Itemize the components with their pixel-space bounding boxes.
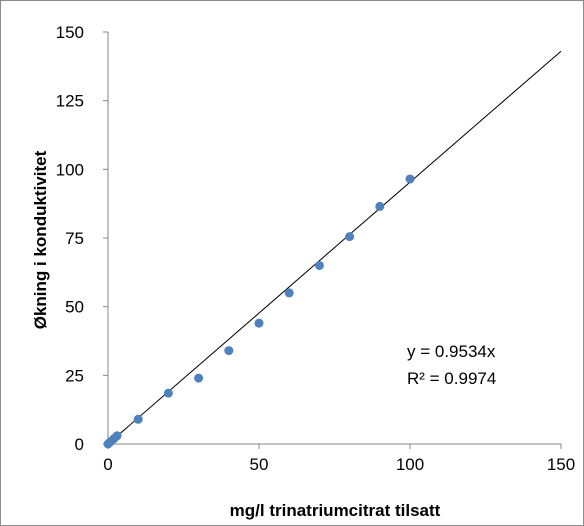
y-tick-label: 100: [56, 160, 84, 179]
data-point: [224, 346, 234, 356]
data-point: [163, 388, 173, 398]
r-squared-label: R² = 0.9974: [407, 369, 496, 388]
data-point: [112, 431, 122, 441]
axes: [103, 31, 562, 449]
equation-label: y = 0.9534x: [407, 342, 496, 361]
data-points: [103, 174, 415, 449]
x-axis-title: mg/l trinatriumcitrat tilsatt: [230, 501, 441, 520]
y-tick-label: 125: [56, 92, 84, 111]
trendline: [107, 50, 562, 445]
data-point: [254, 318, 264, 328]
data-point: [405, 174, 415, 184]
tick-labels: 0 50 100 150 0 25 50 75 100 125 150: [56, 23, 576, 474]
y-tick-label: 25: [65, 366, 84, 385]
x-tick-label: 0: [103, 455, 112, 474]
trendline-group: [107, 50, 562, 445]
data-point: [194, 373, 204, 383]
data-point: [284, 288, 294, 298]
x-tick-label: 50: [250, 455, 269, 474]
data-point: [345, 232, 355, 242]
x-tick-label: 100: [396, 455, 424, 474]
data-point: [314, 260, 324, 270]
y-tick-label: 150: [56, 23, 84, 42]
y-tick-label: 75: [65, 229, 84, 248]
data-point: [375, 201, 385, 211]
y-tick-label: 0: [75, 435, 84, 454]
x-tick-label: 150: [547, 455, 575, 474]
y-tick-label: 50: [65, 298, 84, 317]
y-axis-title: Økning i konduktivitet: [31, 150, 50, 329]
data-point: [133, 414, 143, 424]
